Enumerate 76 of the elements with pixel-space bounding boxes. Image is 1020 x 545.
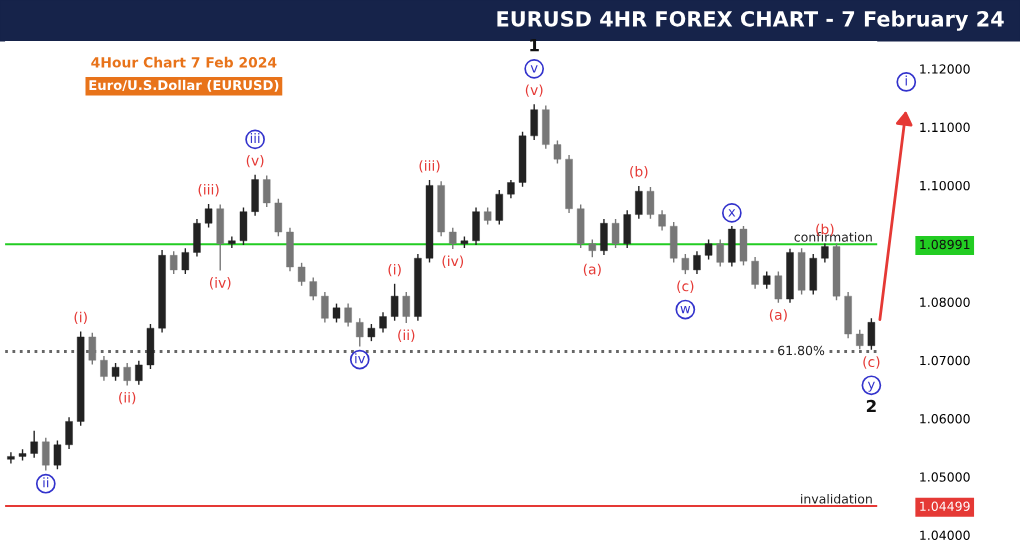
candlestick [123,363,131,386]
candlestick [553,140,562,164]
y-tick-label: 1.08000 [920,297,970,307]
candlestick [297,262,306,286]
y-tick-label: 1.04499 [920,501,970,511]
candlestick [356,318,364,347]
annotation: y [867,381,875,392]
annotation: (ii) [119,391,136,405]
y-tick-label: 1.08991 [920,239,970,250]
candlestick [658,210,666,231]
annotation: (i) [388,263,401,277]
annotation: x [728,209,736,217]
candlestick [181,248,190,275]
annotation: iii [250,133,260,144]
annotation: (b) [630,165,648,179]
text: i [905,75,907,86]
candlestick [867,318,876,350]
candlestick [263,175,271,208]
candlestick [449,227,457,250]
candlestick [704,239,713,260]
annotation: (a) [583,263,601,277]
candlestick [693,251,701,275]
candlestick [635,185,643,219]
annotation: (ii) [398,329,415,342]
annotation: (iv) [209,277,231,290]
annotation: (v) [525,84,543,97]
candlestick [7,452,15,464]
candlestick [30,430,38,458]
ref-line-label: invalidation [801,493,872,504]
candlestick [228,236,236,248]
annotation: (c) [677,280,694,293]
candlestick [170,251,178,275]
candlestick [321,291,329,323]
annotation: (a) [769,309,787,322]
y-tick-label: 1.06000 [920,414,970,424]
candlestick [204,203,213,228]
annotation: ii [43,477,49,488]
candlestick [390,283,399,321]
annotation: 61.80% [778,345,825,356]
y-tick-label: 1.10000 [920,180,970,191]
candlestick [774,271,783,303]
candlestick [681,254,690,275]
candlestick [402,291,410,324]
candlestick [42,437,50,471]
annotation: 1 [530,39,539,52]
annotation: v [530,65,538,73]
annotation: (iii) [419,160,440,173]
annotation: (iv) [442,255,464,268]
candlestick [309,277,317,301]
candlestick [716,239,724,267]
candlestick [88,332,97,365]
candlestick [53,440,62,470]
annotation: iv [355,353,366,364]
annotation: Euro/U.S.Dollar (EURUSD) [89,79,279,92]
y-tick-label: 1.12000 [920,64,970,74]
candlestick [646,187,655,219]
y-tick-label: 1.11000 [920,122,970,133]
candlestick [344,303,352,327]
annotation: (v) [246,154,264,168]
candlestick [65,417,73,449]
annotation: 2 [866,399,876,413]
text: 4Hour Chart 7 Feb 2024 [91,56,277,68]
candlestick [135,360,143,385]
y-tick-label: 1.05000 [920,472,970,482]
annotation: (iii) [198,184,219,197]
candlestick [751,256,759,289]
y-tick-label: 1.04000 [920,530,970,541]
candlestick [611,219,620,248]
candlestick [379,312,387,333]
y-tick-label: 1.07000 [920,355,970,366]
candlestick [100,356,108,381]
annotation: w [680,305,691,314]
candlestick [856,329,864,350]
annotation: (i) [74,311,87,325]
annotation: (c) [863,356,880,369]
chart-title: EURUSD 4HR FOREX CHART - 7 February 24 [497,10,1004,31]
